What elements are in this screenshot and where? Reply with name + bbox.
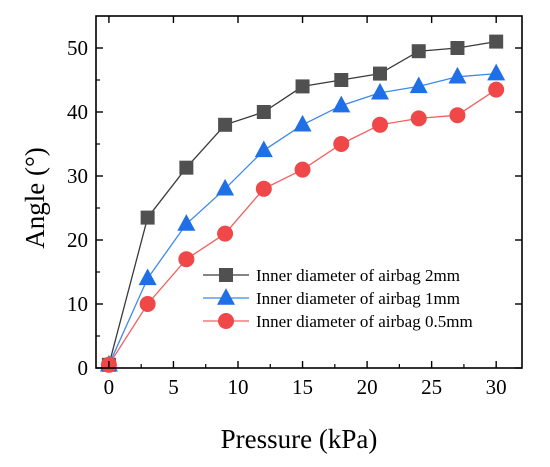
data-point-circle bbox=[449, 107, 466, 124]
data-point-circle bbox=[294, 161, 311, 178]
axes: 0 5 10 15 20 25 30 0 10 20 30 40 50 bbox=[67, 16, 522, 399]
x-tick-label: 20 bbox=[357, 375, 378, 399]
y-tick-label: 0 bbox=[78, 356, 89, 380]
series-triangle bbox=[99, 63, 506, 372]
data-point-triangle bbox=[138, 268, 157, 286]
plot-frame bbox=[95, 15, 523, 369]
data-point-square bbox=[256, 105, 271, 119]
legend-entry: Inner diameter of airbag 0.5mm bbox=[203, 312, 473, 331]
data-point-triangle bbox=[409, 76, 428, 94]
data-point-square bbox=[450, 41, 465, 55]
legend-entry: Inner diameter of airbag 2mm bbox=[203, 266, 460, 285]
data-point-square bbox=[411, 44, 426, 59]
data-point-square bbox=[295, 79, 310, 94]
data-point-circle bbox=[333, 136, 350, 152]
data-point-circle bbox=[372, 116, 388, 133]
data-point-square bbox=[334, 73, 349, 87]
data-point-circle bbox=[488, 81, 505, 98]
x-tick-label: 0 bbox=[104, 375, 115, 399]
data-point-square bbox=[489, 34, 504, 49]
x-tick-label: 5 bbox=[168, 375, 179, 399]
data-point-square bbox=[218, 117, 233, 132]
y-tick-label: 20 bbox=[67, 228, 88, 252]
data-point-circle bbox=[139, 296, 156, 312]
legend-label: Inner diameter of airbag 0.5mm bbox=[256, 312, 473, 331]
data-point-circle bbox=[410, 110, 427, 127]
y-tick-label: 40 bbox=[67, 100, 88, 124]
x-tick-label: 30 bbox=[486, 375, 507, 399]
y-tick-label: 30 bbox=[67, 164, 88, 188]
data-point-triangle bbox=[371, 82, 389, 100]
data-point-circle bbox=[178, 251, 195, 268]
y-tick-label: 50 bbox=[67, 36, 88, 60]
x-tick-label: 25 bbox=[421, 375, 442, 399]
data-point-triangle bbox=[177, 214, 196, 231]
legend-entry: Inner diameter of airbag 1mm bbox=[203, 288, 460, 308]
data-point-triangle bbox=[448, 66, 467, 84]
y-axis-title: Angle (°) bbox=[20, 147, 50, 249]
x-tick-label: 10 bbox=[228, 375, 249, 399]
legend-label: Inner diameter of airbag 2mm bbox=[256, 266, 460, 285]
legend-marker-square bbox=[219, 268, 233, 282]
data-point-square bbox=[140, 210, 155, 225]
y-tick-label: 10 bbox=[67, 292, 88, 316]
data-point-triangle bbox=[332, 95, 351, 113]
legend: Inner diameter of airbag 2mm Inner diamet… bbox=[203, 266, 473, 331]
data-point-triangle bbox=[254, 140, 273, 158]
data-point-triangle bbox=[293, 114, 312, 132]
data-point-triangle bbox=[216, 178, 235, 196]
data-point-circle bbox=[217, 225, 234, 242]
data-point-circle bbox=[255, 180, 272, 197]
x-axis-title: Pressure (kPa) bbox=[221, 424, 378, 454]
legend-marker-circle bbox=[218, 313, 234, 329]
legend-label: Inner diameter of airbag 1mm bbox=[256, 289, 460, 308]
series-circle bbox=[100, 81, 505, 373]
data-point-square bbox=[373, 66, 387, 81]
x-tick-label: 15 bbox=[292, 375, 313, 399]
data-point-triangle bbox=[487, 63, 506, 81]
legend-marker-triangle bbox=[217, 288, 235, 305]
data-point-square bbox=[179, 160, 194, 175]
